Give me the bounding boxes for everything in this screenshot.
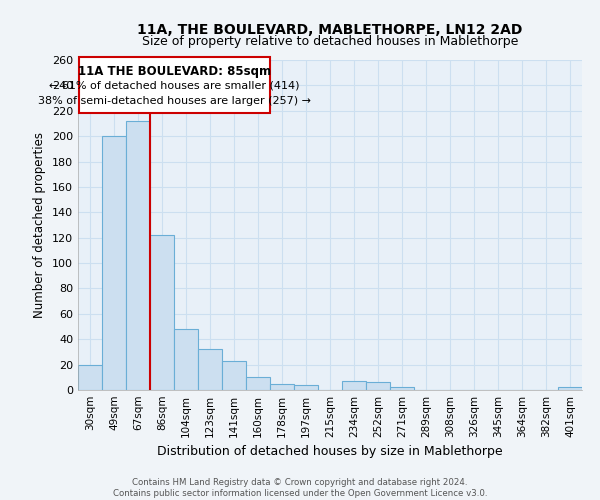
Text: 11A, THE BOULEVARD, MABLETHORPE, LN12 2AD: 11A, THE BOULEVARD, MABLETHORPE, LN12 2A…	[137, 22, 523, 36]
Bar	[222, 361, 246, 390]
Bar	[198, 350, 222, 390]
Text: Contains HM Land Registry data © Crown copyright and database right 2024.
Contai: Contains HM Land Registry data © Crown c…	[113, 478, 487, 498]
X-axis label: Distribution of detached houses by size in Mablethorpe: Distribution of detached houses by size …	[157, 446, 503, 458]
Bar	[390, 388, 414, 390]
Bar	[270, 384, 294, 390]
Bar	[150, 235, 174, 390]
Text: 11A THE BOULEVARD: 85sqm: 11A THE BOULEVARD: 85sqm	[78, 65, 271, 78]
Bar	[174, 329, 198, 390]
Bar	[246, 378, 270, 390]
Bar	[126, 121, 150, 390]
Bar	[558, 388, 582, 390]
Bar	[342, 381, 366, 390]
Bar	[366, 382, 390, 390]
Text: 38% of semi-detached houses are larger (257) →: 38% of semi-detached houses are larger (…	[38, 96, 311, 106]
Bar	[78, 364, 102, 390]
Y-axis label: Number of detached properties: Number of detached properties	[34, 132, 46, 318]
Text: ← 61% of detached houses are smaller (414): ← 61% of detached houses are smaller (41…	[49, 80, 300, 90]
Bar	[294, 385, 318, 390]
Bar	[102, 136, 126, 390]
Text: Size of property relative to detached houses in Mablethorpe: Size of property relative to detached ho…	[142, 35, 518, 48]
FancyBboxPatch shape	[79, 58, 270, 114]
